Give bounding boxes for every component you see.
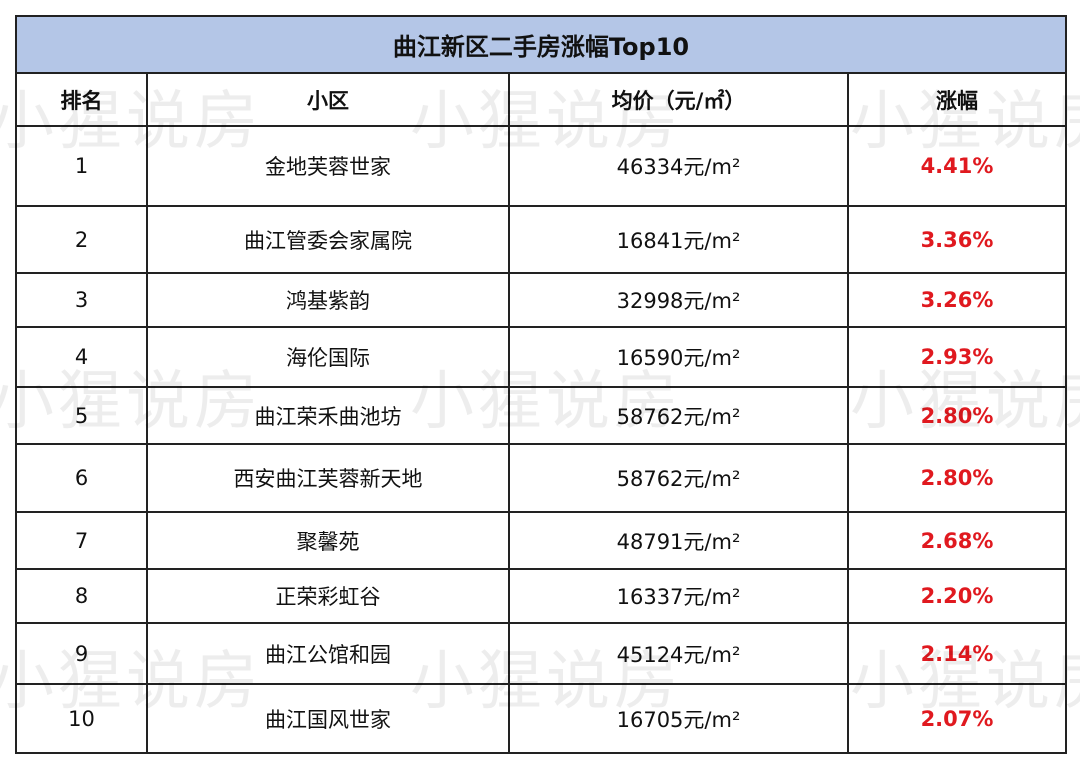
- rank-cell: 1: [15, 125, 148, 207]
- name-cell: 正荣彩虹谷: [146, 568, 510, 624]
- rank-cell: 6: [15, 443, 148, 513]
- price-cell: 16590元/m²: [508, 326, 849, 388]
- change-cell: 3.26%: [847, 272, 1067, 328]
- rank-cell: 2: [15, 205, 148, 274]
- table-row: 9 曲江公馆和园 45124元/m² 2.14%: [15, 622, 1067, 685]
- price-cell: 48791元/m²: [508, 511, 849, 570]
- header-change: 涨幅: [847, 72, 1067, 127]
- name-cell: 海伦国际: [146, 326, 510, 388]
- change-cell: 4.41%: [847, 125, 1067, 207]
- table-row: 8 正荣彩虹谷 16337元/m² 2.20%: [15, 568, 1067, 624]
- rank-cell: 5: [15, 386, 148, 445]
- rank-cell: 9: [15, 622, 148, 685]
- rank-cell: 4: [15, 326, 148, 388]
- price-cell: 46334元/m²: [508, 125, 849, 207]
- name-cell: 聚馨苑: [146, 511, 510, 570]
- name-cell: 曲江管委会家属院: [146, 205, 510, 274]
- rank-cell: 7: [15, 511, 148, 570]
- price-cell: 16705元/m²: [508, 683, 849, 754]
- table-row: 2 曲江管委会家属院 16841元/m² 3.36%: [15, 205, 1067, 274]
- table-row: 3 鸿基紫韵 32998元/m² 3.26%: [15, 272, 1067, 328]
- header-name: 小区: [146, 72, 510, 127]
- table-row: 4 海伦国际 16590元/m² 2.93%: [15, 326, 1067, 388]
- table-row: 7 聚馨苑 48791元/m² 2.68%: [15, 511, 1067, 570]
- rank-cell: 3: [15, 272, 148, 328]
- table-title: 曲江新区二手房涨幅Top10: [15, 15, 1067, 74]
- table-row: 6 西安曲江芙蓉新天地 58762元/m² 2.80%: [15, 443, 1067, 513]
- change-cell: 2.20%: [847, 568, 1067, 624]
- rank-cell: 10: [15, 683, 148, 754]
- change-cell: 3.36%: [847, 205, 1067, 274]
- name-cell: 金地芙蓉世家: [146, 125, 510, 207]
- table-row: 1 金地芙蓉世家 46334元/m² 4.41%: [15, 125, 1067, 207]
- header-price: 均价（元/㎡）: [508, 72, 849, 127]
- name-cell: 鸿基紫韵: [146, 272, 510, 328]
- table-row: 10 曲江国风世家 16705元/m² 2.07%: [15, 683, 1067, 754]
- price-cell: 16841元/m²: [508, 205, 849, 274]
- change-cell: 2.14%: [847, 622, 1067, 685]
- price-cell: 16337元/m²: [508, 568, 849, 624]
- change-cell: 2.80%: [847, 386, 1067, 445]
- name-cell: 西安曲江芙蓉新天地: [146, 443, 510, 513]
- price-cell: 32998元/m²: [508, 272, 849, 328]
- change-cell: 2.93%: [847, 326, 1067, 388]
- table-row: 5 曲江荣禾曲池坊 58762元/m² 2.80%: [15, 386, 1067, 445]
- name-cell: 曲江公馆和园: [146, 622, 510, 685]
- price-cell: 58762元/m²: [508, 443, 849, 513]
- top10-table: 曲江新区二手房涨幅Top10 排名 小区 均价（元/㎡） 涨幅 1 金地芙蓉世家 4…: [15, 15, 1067, 754]
- change-cell: 2.80%: [847, 443, 1067, 513]
- name-cell: 曲江荣禾曲池坊: [146, 386, 510, 445]
- header-rank: 排名: [15, 72, 148, 127]
- price-cell: 45124元/m²: [508, 622, 849, 685]
- rank-cell: 8: [15, 568, 148, 624]
- change-cell: 2.68%: [847, 511, 1067, 570]
- change-cell: 2.07%: [847, 683, 1067, 754]
- price-cell: 58762元/m²: [508, 386, 849, 445]
- name-cell: 曲江国风世家: [146, 683, 510, 754]
